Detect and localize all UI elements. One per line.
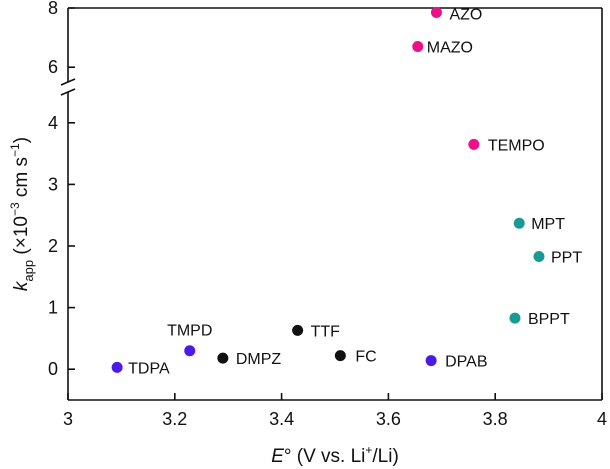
data-point-azo bbox=[430, 6, 442, 18]
data-point-ppt bbox=[533, 250, 545, 262]
data-points-group bbox=[111, 6, 545, 373]
data-point-ttf bbox=[292, 324, 304, 336]
x-tick-label: 3.4 bbox=[269, 409, 294, 429]
y-tick-label: 0 bbox=[48, 359, 58, 379]
data-label-azo: AZO bbox=[449, 6, 482, 23]
point-labels-group: AZO MAZO TEMPO MPT PPT BPPT TTF FC DMPZ TMPD DPAB T… bbox=[128, 6, 582, 377]
y-tick-label: 1 bbox=[48, 298, 58, 318]
data-point-dpab bbox=[425, 355, 437, 367]
x-tick-label: 3.6 bbox=[376, 409, 401, 429]
axis-break-mark-lower bbox=[60, 88, 76, 96]
axis-break-mark-upper bbox=[60, 78, 76, 86]
data-point-mpt bbox=[513, 217, 525, 229]
x-tick-label: 3 bbox=[63, 409, 73, 429]
data-label-tdpa: TDPA bbox=[128, 360, 170, 377]
axes-group bbox=[60, 7, 603, 401]
data-point-tmpd bbox=[184, 345, 196, 357]
y-tick-label: 3 bbox=[48, 174, 58, 194]
data-label-dpab: DPAB bbox=[445, 354, 487, 371]
data-label-bppt: BPPT bbox=[528, 311, 570, 328]
data-label-tmpd: TMPD bbox=[167, 323, 212, 340]
data-label-mpt: MPT bbox=[531, 216, 565, 233]
ticks-group: 3 3.2 3.4 3.6 3.8 4 0 1 2 3 4 6 8 bbox=[48, 0, 607, 429]
data-label-ppt: PPT bbox=[551, 249, 582, 266]
data-point-mazo bbox=[412, 40, 424, 52]
x-tick-label: 4 bbox=[597, 409, 607, 429]
data-point-fc bbox=[334, 350, 346, 362]
y-tick-label: 8 bbox=[48, 0, 58, 18]
y-tick-label: 2 bbox=[48, 236, 58, 256]
y-tick-label: 6 bbox=[48, 57, 58, 77]
data-point-tdpa bbox=[111, 361, 123, 373]
data-label-dmpz: DMPZ bbox=[236, 351, 282, 368]
x-tick-label: 3.8 bbox=[483, 409, 508, 429]
data-label-tempo: TEMPO bbox=[488, 137, 545, 154]
data-point-tempo bbox=[468, 138, 480, 150]
y-tick-label: 4 bbox=[48, 113, 58, 133]
y-axis-title: kapp (×10−3 cm s−1) bbox=[8, 137, 36, 291]
x-axis-title: E° (V vs. Li+/Li) bbox=[271, 443, 399, 467]
data-label-ttf: TTF bbox=[311, 323, 341, 340]
data-label-fc: FC bbox=[355, 349, 376, 366]
x-tick-label: 3.2 bbox=[162, 409, 187, 429]
data-point-bppt bbox=[509, 312, 521, 324]
data-point-dmpz bbox=[217, 352, 229, 364]
data-label-mazo: MAZO bbox=[427, 39, 473, 56]
